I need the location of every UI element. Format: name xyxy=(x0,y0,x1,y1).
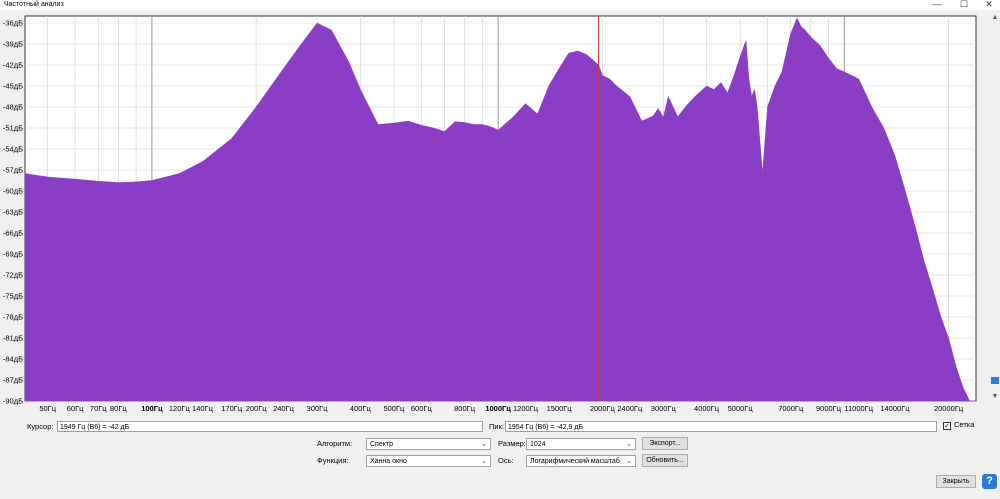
x-tick-label: 1000Гц xyxy=(485,404,511,413)
x-tick-label: 4000Гц xyxy=(694,404,720,413)
y-tick-label: -81дБ xyxy=(3,334,23,343)
chevron-down-icon: ⌄ xyxy=(481,441,487,448)
algorithm-label: Алгоритм: xyxy=(317,439,353,448)
y-tick-label: -66дБ xyxy=(3,229,23,238)
maximize-button[interactable]: ☐ xyxy=(959,0,969,9)
y-tick-label: -90дБ xyxy=(3,397,23,406)
scrollbar-thumb[interactable] xyxy=(991,377,999,384)
size-value: 1024 xyxy=(530,441,546,448)
x-tick-label: 1200Гц xyxy=(513,404,539,413)
close-button[interactable]: Закрыть xyxy=(936,475,976,488)
chevron-down-icon: ⌄ xyxy=(481,458,487,465)
peak-readout: 1954 Гц (В6) = -42,9 дБ xyxy=(505,421,937,432)
y-tick-label: -42дБ xyxy=(3,61,23,70)
minimize-button[interactable]: — xyxy=(932,0,942,9)
axis-select[interactable]: Логарифмический масштаб ⌄ xyxy=(526,455,636,467)
x-tick-label: 2000Гц xyxy=(590,404,616,413)
axis-label: Ось: xyxy=(498,456,514,465)
x-tick-label: 170Гц xyxy=(221,404,243,413)
x-tick-label: 240Гц xyxy=(273,404,295,413)
x-tick-label: 3000Гц xyxy=(651,404,677,413)
x-tick-label: 11000Гц xyxy=(844,404,873,413)
y-tick-label: -36дБ xyxy=(3,19,23,28)
y-tick-label: -51дБ xyxy=(3,124,23,133)
y-tick-label: -45дБ xyxy=(3,82,23,91)
x-tick-label: 100Гц xyxy=(141,404,163,413)
x-tick-label: 60Гц xyxy=(67,404,84,413)
chevron-down-icon: ⌄ xyxy=(626,458,632,465)
x-tick-label: 300Гц xyxy=(307,404,329,413)
spectrum-area xyxy=(24,17,976,402)
y-tick-label: -78дБ xyxy=(3,313,23,322)
function-value: Ханна окно xyxy=(370,458,407,465)
close-window-button[interactable]: ✕ xyxy=(985,0,993,9)
size-select[interactable]: 1024 ⌄ xyxy=(526,438,636,450)
grid-label: Сетка xyxy=(954,420,975,429)
function-select[interactable]: Ханна окно ⌄ xyxy=(366,455,491,467)
algorithm-select[interactable]: Спектр ⌄ xyxy=(366,438,491,450)
x-tick-label: 14000Гц xyxy=(880,404,910,413)
scroll-down-icon[interactable]: ▼ xyxy=(991,393,999,400)
cursor-label: Курсор: xyxy=(27,422,54,431)
y-tick-label: -39дБ xyxy=(3,40,23,49)
y-tick-label: -48дБ xyxy=(3,103,23,112)
y-tick-label: -69дБ xyxy=(3,250,23,259)
spectrum-plot[interactable]: -36дБ -39дБ -42дБ -45дБ -48дБ -51дБ -54дБ -57дБ… xyxy=(0,10,1000,418)
x-tick-label: 50Гц xyxy=(39,404,56,413)
title-bar: Частотный анализ — ☐ ✕ xyxy=(0,0,1000,10)
axis-value: Логарифмический масштаб xyxy=(530,458,620,465)
x-tick-label: 200Гц xyxy=(246,404,268,413)
grid-checkbox[interactable]: ✓ xyxy=(943,422,951,430)
y-tick-label: -72дБ xyxy=(3,271,23,280)
y-tick-label: -84дБ xyxy=(3,355,23,364)
cursor-readout: 1949 Гц (В6) = -42 дБ xyxy=(57,421,483,432)
scroll-up-icon[interactable]: ▲ xyxy=(991,14,999,21)
size-label: Размер: xyxy=(498,439,526,448)
export-button[interactable]: Экспорт... xyxy=(642,437,688,450)
y-tick-label: -75дБ xyxy=(3,292,23,301)
spectrum-plot-area[interactable]: -36дБ -39дБ -42дБ -45дБ -48дБ -51дБ -54дБ -57дБ… xyxy=(0,10,1000,418)
y-tick-label: -63дБ xyxy=(3,208,23,217)
x-tick-label: 800Гц xyxy=(454,404,476,413)
function-label: Функция: xyxy=(317,456,349,465)
x-tick-label: 80Гц xyxy=(110,404,127,413)
y-tick-label: -87дБ xyxy=(3,376,23,385)
y-tick-label: -60дБ xyxy=(3,187,23,196)
chevron-down-icon: ⌄ xyxy=(626,441,632,448)
peak-label: Пик: xyxy=(489,422,504,431)
x-tick-label: 5000Гц xyxy=(728,404,754,413)
x-tick-label: 600Гц xyxy=(411,404,433,413)
x-tick-label: 7000Гц xyxy=(778,404,804,413)
x-tick-label: 1500Гц xyxy=(547,404,573,413)
x-tick-label: 9000Гц xyxy=(816,404,842,413)
x-tick-label: 70Гц xyxy=(90,404,107,413)
y-tick-label: -57дБ xyxy=(3,166,23,175)
x-tick-label: 140Гц xyxy=(192,404,214,413)
y-tick-label: -54дБ xyxy=(3,145,23,154)
help-icon[interactable]: ? xyxy=(982,474,997,489)
vertical-scrollbar[interactable] xyxy=(990,16,1000,408)
x-tick-label: 120Гц xyxy=(169,404,191,413)
x-tick-label: 2400Гц xyxy=(617,404,643,413)
x-tick-label: 400Гц xyxy=(350,404,372,413)
refresh-button[interactable]: Обновить... xyxy=(642,454,688,467)
algorithm-value: Спектр xyxy=(370,441,393,448)
window-title: Частотный анализ xyxy=(4,1,64,8)
x-tick-label: 500Гц xyxy=(383,404,405,413)
x-tick-label: 20000Гц xyxy=(934,404,964,413)
